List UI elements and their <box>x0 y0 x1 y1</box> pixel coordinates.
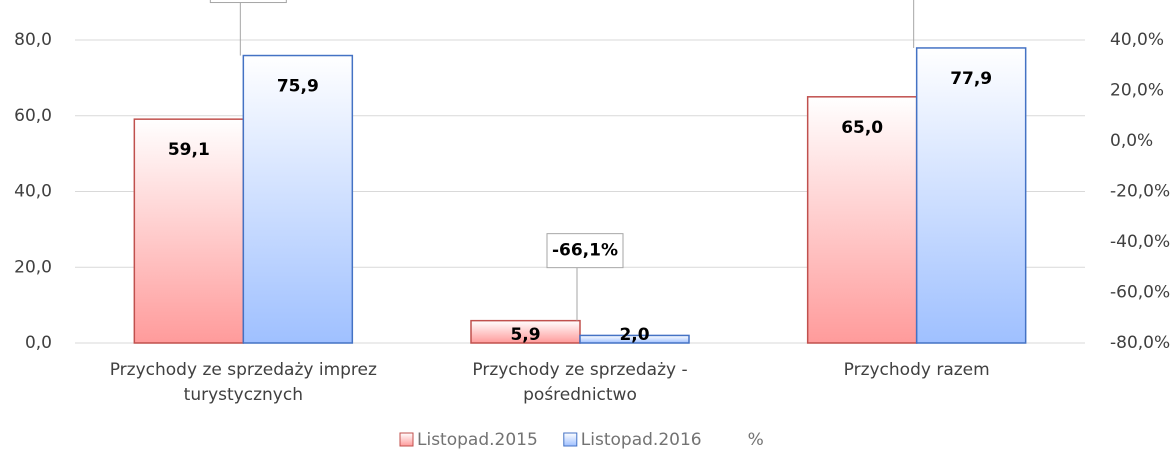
y2-tick-label: 20,0% <box>1110 81 1164 101</box>
legend-label: Listopad.2016 <box>581 430 702 450</box>
x-tick-label: Przychody ze sprzedaży imprez turystyczn… <box>109 360 377 405</box>
y2-tick-label: -80,0% <box>1110 333 1170 353</box>
y-tick-label: 20,0 <box>14 257 52 277</box>
y-tick-label: 60,0 <box>14 106 52 126</box>
bar <box>133 118 245 344</box>
bar <box>579 334 690 344</box>
x-tick-label: Przychody razem <box>843 360 990 380</box>
y-tick-label: 40,0 <box>14 182 52 202</box>
y2-tick-label: -40,0% <box>1110 232 1170 252</box>
legend-label: % <box>748 430 764 450</box>
data-label: -66,1% <box>552 241 618 261</box>
y-tick-label: 0,0 <box>25 333 52 353</box>
data-label: 65,0 <box>841 118 883 138</box>
y2-tick-label: 40,0% <box>1110 30 1164 50</box>
y-tick-label: 80,0 <box>14 30 52 50</box>
bar <box>470 319 581 344</box>
callout-box <box>209 0 287 4</box>
data-label: 5,9 <box>510 325 540 345</box>
bar <box>242 54 354 344</box>
callout-box <box>546 233 624 269</box>
y2-tick-label: -20,0% <box>1110 182 1170 202</box>
legend-label: Listopad.2015 <box>417 430 538 450</box>
legend-swatch <box>563 432 578 447</box>
data-label: 2,0 <box>619 325 649 345</box>
bar <box>806 96 918 344</box>
y2-tick-label: -60,0% <box>1110 283 1170 303</box>
data-label: 77,9 <box>950 69 992 89</box>
bar <box>915 47 1027 344</box>
percent-point <box>580 307 581 308</box>
data-label: 59,1 <box>168 140 210 160</box>
x-tick-label: Przychody ze sprzedaży - pośrednictwo <box>472 360 688 405</box>
y2-tick-label: 0,0% <box>1110 131 1153 151</box>
legend-swatch <box>399 432 414 447</box>
data-label: 75,9 <box>277 77 319 97</box>
